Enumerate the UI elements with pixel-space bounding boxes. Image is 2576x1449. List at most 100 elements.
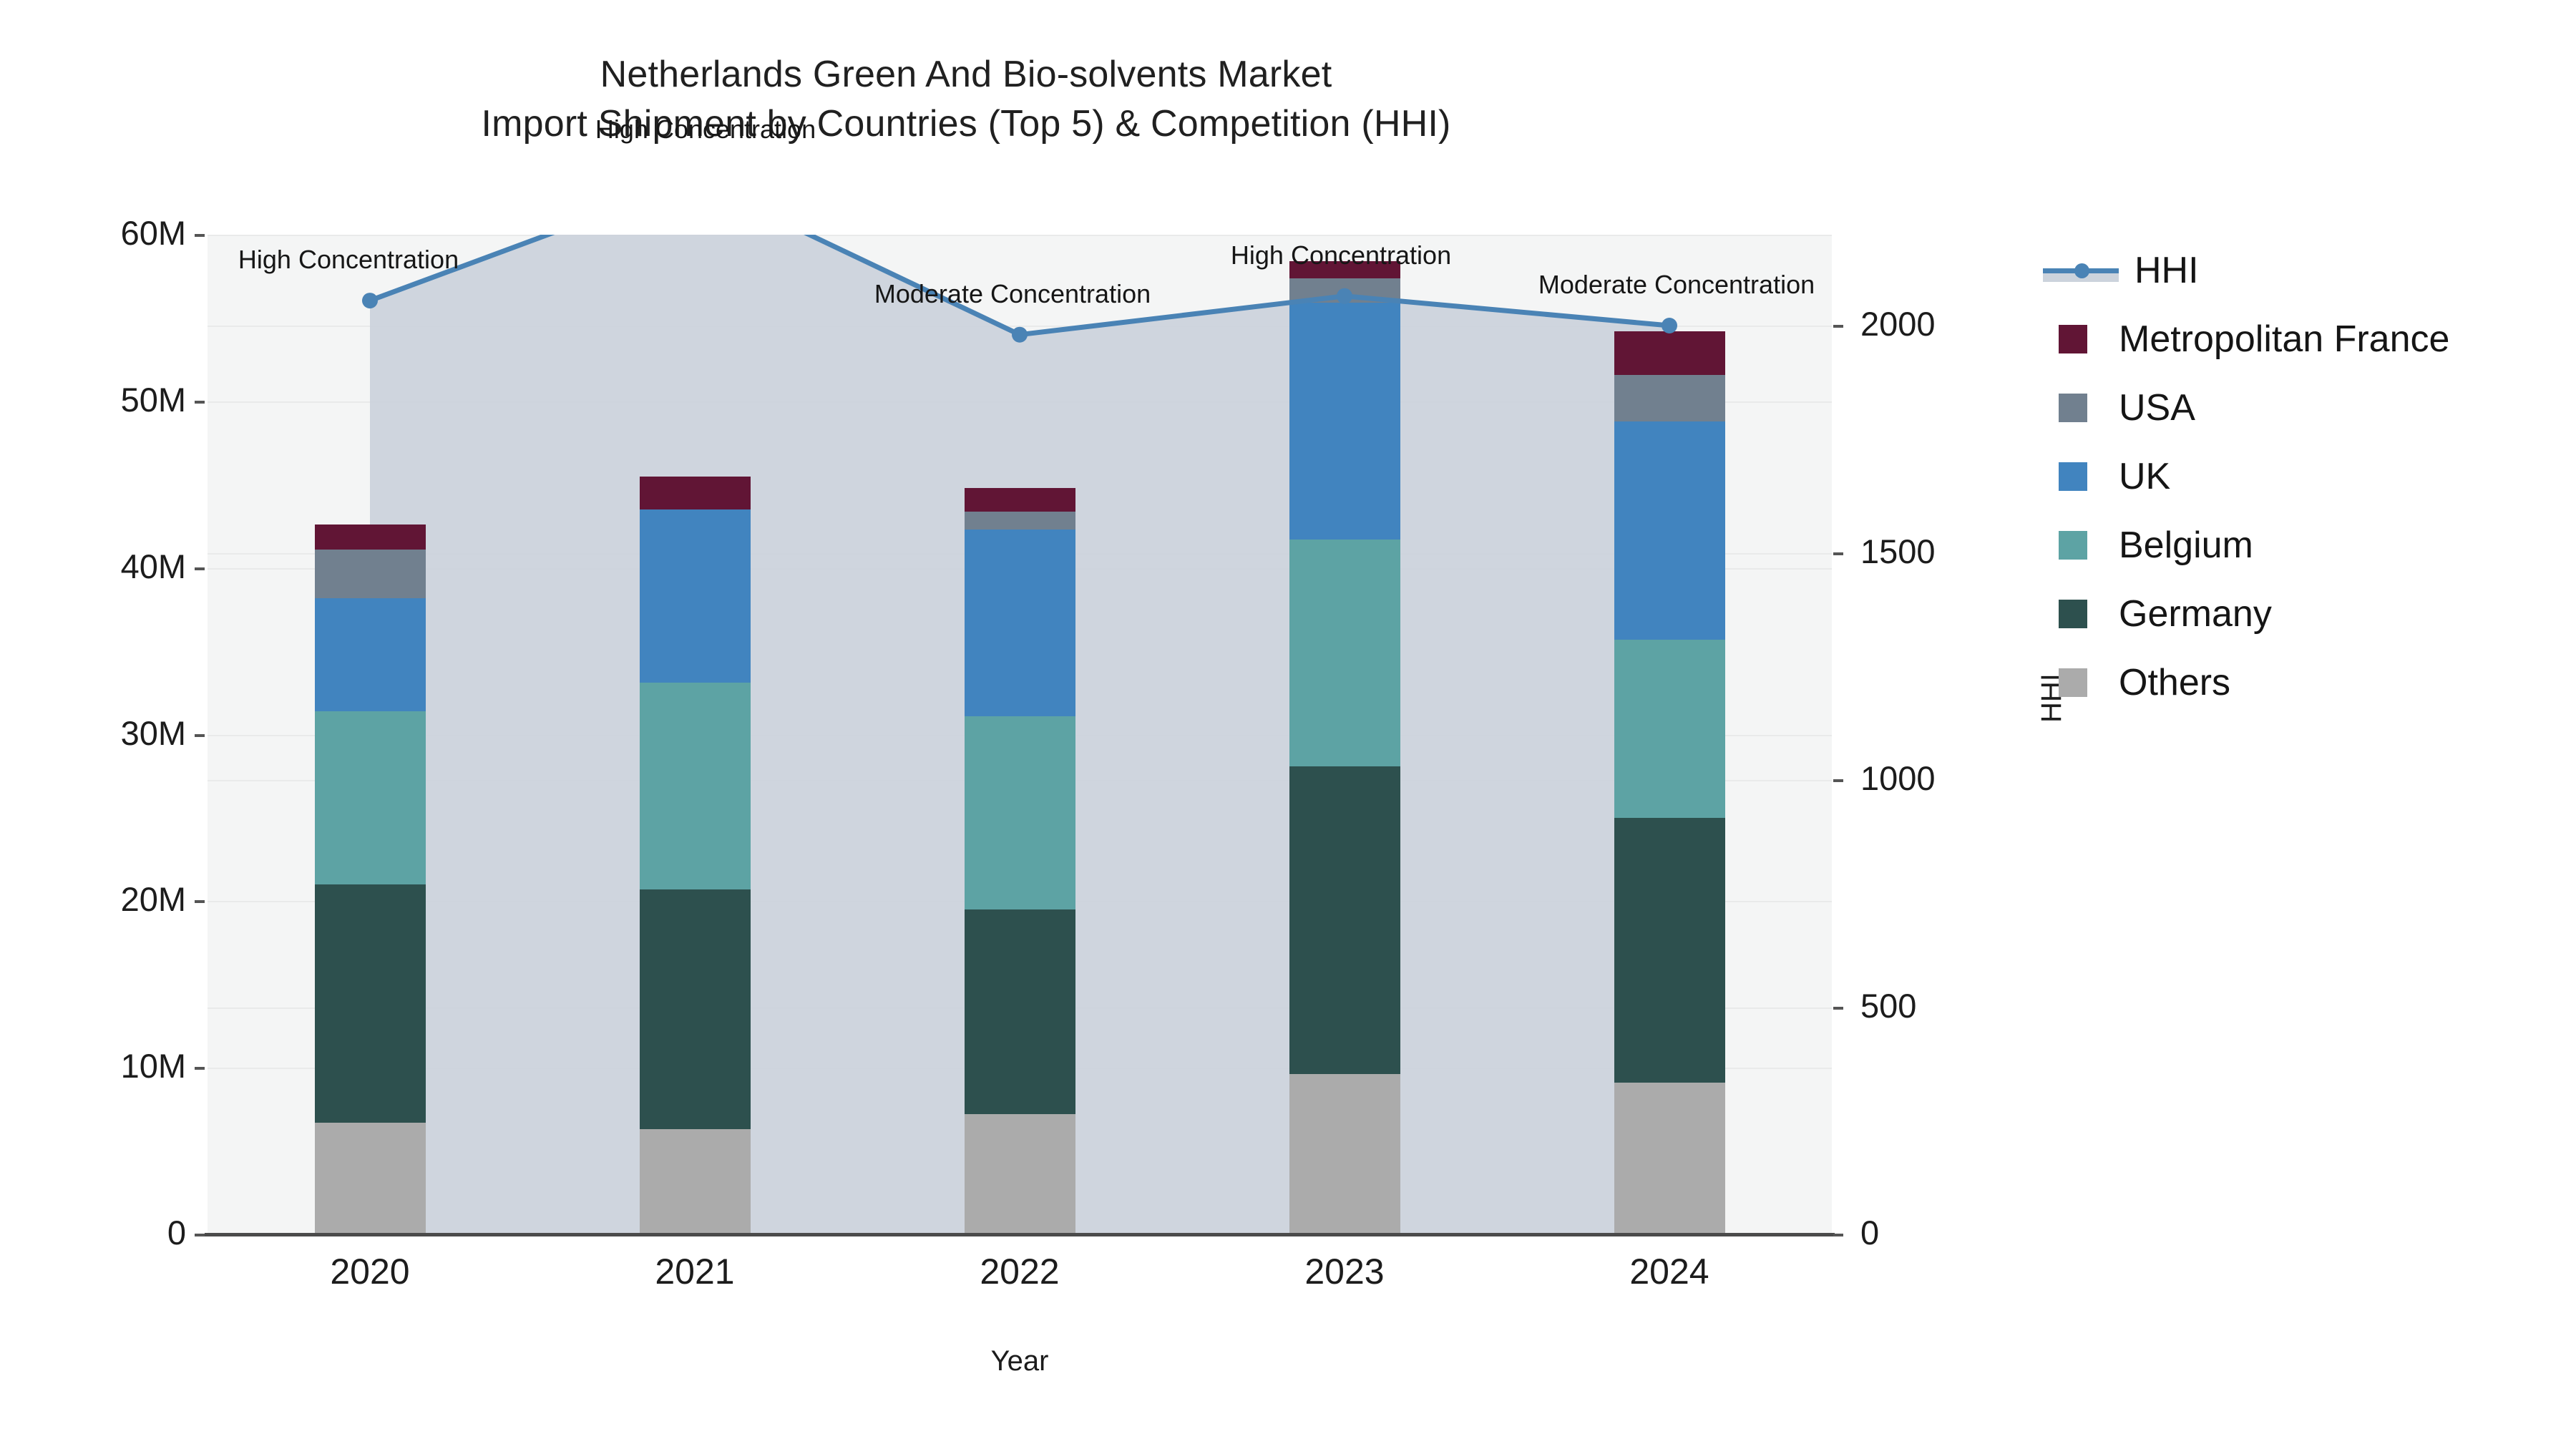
y-tickmark-right-2000 (1833, 325, 1843, 328)
bar-segment-2023-uk[interactable] (1289, 303, 1400, 540)
bar-segment-2024-others[interactable] (1614, 1083, 1725, 1234)
chart-title: Netherlands Green And Bio-solvents Marke… (0, 50, 1932, 148)
legend-label: Germany (2119, 593, 2272, 635)
y-tickmark-left-20M (195, 900, 205, 904)
legend-label: Belgium (2119, 525, 2253, 566)
legend-item-uk[interactable]: UK (2043, 442, 2544, 511)
bar-segment-2022-uk[interactable] (964, 530, 1075, 716)
chart-title-line-1: Netherlands Green And Bio-solvents Marke… (600, 54, 1332, 95)
legend-line-key-icon (2043, 256, 2119, 285)
hhi-marker-2022[interactable] (1012, 326, 1028, 343)
x-tick-2021: 2021 (655, 1252, 735, 1292)
bar-segment-2020-usa[interactable] (314, 550, 426, 598)
legend-item-belgium[interactable]: Belgium (2043, 511, 2544, 580)
legend-item-germany[interactable]: Germany (2043, 580, 2544, 648)
bar-segment-2024-usa[interactable] (1614, 374, 1725, 421)
x-axis-line (205, 1233, 1835, 1236)
legend-swatch-icon (2059, 531, 2087, 560)
x-axis-label: Year (990, 1345, 1049, 1377)
gridline-right-4 (208, 326, 1832, 327)
bar-segment-2023-belgium[interactable] (1289, 540, 1400, 766)
hhi-marker-2024[interactable] (1662, 318, 1677, 333)
bar-group-2023[interactable] (1289, 235, 1400, 1234)
annotation-2024: Moderate Concentration (1538, 270, 1815, 299)
legend-swatch-icon (2059, 462, 2087, 491)
stacked-bars (208, 235, 1832, 1234)
legend-label: Others (2119, 662, 2231, 703)
bar-group-2024[interactable] (1614, 235, 1725, 1234)
bar-segment-2020-germany[interactable] (314, 884, 426, 1123)
chart-legend: HHI Metropolitan France USA UK Belgium German… (2043, 236, 2544, 717)
y-tickmark-left-0 (195, 1234, 205, 1236)
y-tickmark-left-60M (195, 234, 205, 237)
y-tick-left-30M: 30M (120, 713, 186, 752)
bar-group-2022[interactable] (964, 235, 1075, 1234)
bar-group-2020[interactable] (314, 235, 426, 1234)
bar-segment-2022-germany[interactable] (964, 909, 1075, 1115)
y-tick-left-40M: 40M (120, 547, 186, 585)
legend-label: USA (2119, 387, 2195, 429)
y-tickmark-right-0 (1833, 1234, 1843, 1236)
legend-label: Metropolitan France (2119, 318, 2450, 360)
bar-segment-2020-belgium[interactable] (314, 711, 426, 885)
x-tick-2020: 2020 (330, 1252, 410, 1292)
legend-swatch-icon (2059, 394, 2087, 422)
legend-swatch-icon (2059, 325, 2087, 353)
y-tickmark-left-50M (195, 400, 205, 404)
y-tick-left-60M: 60M (120, 214, 186, 252)
y-tick-left-20M: 20M (120, 880, 186, 919)
y-tick-right-1000: 1000 (1860, 759, 1936, 797)
gridline-left-6 (208, 235, 1832, 236)
legend-swatch-icon (2059, 668, 2087, 697)
bar-segment-2020-uk[interactable] (314, 597, 426, 711)
bar-segment-2023-others[interactable] (1289, 1074, 1400, 1234)
hhi-annotations: High Concentration High Concentration Mode… (208, 114, 1832, 1234)
annotation-2023: High Concentration (1230, 240, 1452, 270)
y-tick-right-0: 0 (1860, 1214, 1880, 1252)
bar-segment-2022-metropolitan-france[interactable] (964, 487, 1075, 512)
legend-label: UK (2119, 456, 2171, 497)
legend-item-usa[interactable]: USA (2043, 374, 2544, 442)
bar-segment-2022-usa[interactable] (964, 511, 1075, 530)
y-tickmark-right-500 (1833, 1006, 1843, 1010)
annotation-2020: High Concentration (238, 245, 459, 275)
bar-segment-2020-others[interactable] (314, 1123, 426, 1234)
legend-swatch-icon (2059, 600, 2087, 628)
bar-segment-2021-metropolitan-france[interactable] (639, 476, 751, 510)
bar-segment-2024-uk[interactable] (1614, 421, 1725, 640)
y-tick-right-2000: 2000 (1860, 305, 1936, 343)
bar-segment-2021-belgium[interactable] (639, 683, 751, 890)
bar-segment-2020-metropolitan-france[interactable] (314, 525, 426, 550)
bar-group-2021[interactable] (639, 235, 751, 1234)
bar-segment-2024-germany[interactable] (1614, 817, 1725, 1083)
y-tick-left-50M: 50M (120, 380, 186, 419)
bar-segment-2021-others[interactable] (639, 1129, 751, 1234)
y-tickmark-right-1000 (1833, 779, 1843, 782)
annotation-2022: Moderate Concentration (874, 278, 1151, 308)
bar-segment-2023-metropolitan-france[interactable] (1289, 261, 1400, 278)
bar-segment-2024-belgium[interactable] (1614, 639, 1725, 818)
plot-area: High Concentration High Concentration Mode… (208, 114, 1832, 1236)
legend-item-metropolitan-france[interactable]: Metropolitan France (2043, 305, 2544, 374)
y-tickmark-left-40M (195, 567, 205, 570)
bar-segment-2022-belgium[interactable] (964, 716, 1075, 909)
legend-item-hhi[interactable]: HHI (2043, 236, 2544, 305)
y-tickmark-left-30M (195, 733, 205, 737)
bar-segment-2022-others[interactable] (964, 1114, 1075, 1234)
hhi-marker-2023[interactable] (1337, 288, 1352, 304)
hhi-marker-2020[interactable] (362, 293, 378, 309)
y-tick-left-10M: 10M (120, 1047, 186, 1085)
y-tickmark-left-10M (195, 1067, 205, 1070)
y-tick-left-0: 0 (167, 1214, 186, 1252)
y-tick-right-500: 500 (1860, 986, 1917, 1025)
y-tickmark-right-1500 (1833, 552, 1843, 555)
legend-item-others[interactable]: Others (2043, 648, 2544, 717)
bar-segment-2023-germany[interactable] (1289, 766, 1400, 1075)
x-tick-2022: 2022 (980, 1252, 1060, 1292)
chart-title-line-2: Import Shipment by Countries (Top 5) & C… (481, 102, 1451, 145)
bar-segment-2021-germany[interactable] (639, 889, 751, 1130)
bar-segment-2024-metropolitan-france[interactable] (1614, 331, 1725, 375)
bar-segment-2021-uk[interactable] (639, 509, 751, 683)
y-tick-right-1500: 1500 (1860, 532, 1936, 570)
